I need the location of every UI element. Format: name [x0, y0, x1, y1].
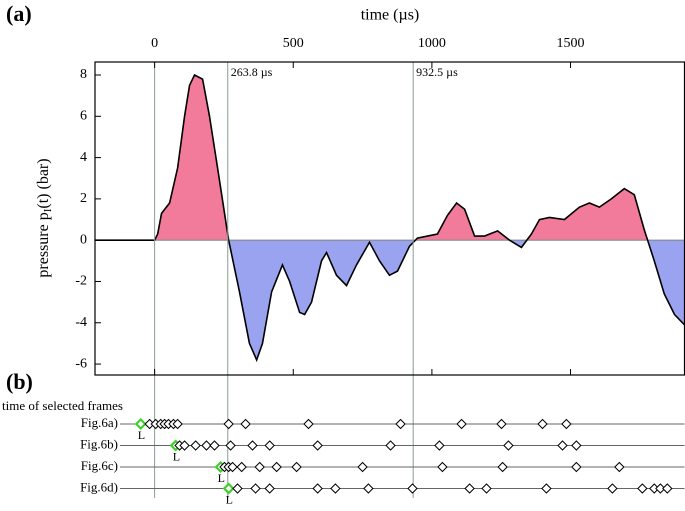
- y-tick-label: -2: [75, 274, 87, 289]
- frame-marker: [385, 440, 396, 451]
- frame-marker: [571, 461, 582, 473]
- frame-marker: [232, 483, 243, 494]
- first-frame-label: L: [218, 471, 225, 485]
- x-tick-label: 0: [151, 36, 158, 51]
- frame-marker: [225, 440, 236, 451]
- frame-marker: [434, 440, 445, 451]
- frame-marker: [223, 418, 234, 430]
- marker-label: 932.5 µs: [416, 65, 458, 79]
- y-label-part: (t) (bar): [35, 158, 52, 208]
- frame-marker: [464, 483, 475, 494]
- frame-marker: [456, 418, 467, 430]
- y-label-part: pressure p: [35, 212, 52, 277]
- frame-marker: [264, 483, 275, 494]
- frame-marker: [561, 418, 572, 430]
- pressure-line: [95, 73, 685, 363]
- frame-marker: [637, 483, 648, 494]
- marker-label: 263.8 µs: [231, 65, 273, 79]
- frame-marker: [172, 418, 183, 430]
- frames-title: time of selected frames: [2, 398, 123, 413]
- y-tick-label: -4: [75, 315, 87, 330]
- y-axis-label: pressure pI(t) (bar): [35, 158, 54, 277]
- x-tick-label: 500: [283, 36, 304, 51]
- frame-marker: [614, 461, 625, 473]
- frame-marker: [209, 440, 220, 451]
- y-tick-label: 2: [80, 191, 87, 206]
- frame-marker: [312, 483, 323, 494]
- x-axis-label: time (µs): [361, 7, 420, 24]
- frame-marker: [179, 440, 190, 451]
- frame-marker: [395, 418, 406, 430]
- frame-marker: [407, 483, 418, 494]
- positive-area: [154, 75, 648, 241]
- row-label: Fig.6d): [80, 479, 118, 494]
- y-tick-label: 6: [80, 109, 87, 124]
- frame-marker: [496, 418, 507, 430]
- first-frame-label: L: [226, 492, 233, 506]
- frame-marker: [662, 483, 673, 494]
- y-tick-label: 0: [80, 232, 87, 247]
- frame-marker: [291, 461, 302, 473]
- frame-marker: [330, 483, 341, 494]
- y-tick-label: 8: [80, 67, 87, 82]
- frame-marker: [236, 461, 247, 473]
- first-frame-label: L: [138, 428, 145, 442]
- frame-marker: [503, 440, 514, 451]
- frame-marker: [271, 461, 282, 473]
- frame-marker: [264, 440, 275, 451]
- frame-marker: [303, 418, 314, 430]
- y-tick-label: -6: [75, 356, 87, 371]
- row-label: Fig.6a): [81, 415, 118, 430]
- frame-marker: [363, 483, 374, 494]
- y-label-sub: I: [42, 208, 54, 212]
- frame-marker: [240, 418, 251, 430]
- frame-marker: [254, 461, 265, 473]
- panel-label: (b): [6, 369, 33, 394]
- frame-marker: [571, 440, 582, 451]
- frame-marker: [537, 418, 548, 430]
- frame-marker: [481, 483, 492, 494]
- first-frame-label: L: [173, 449, 180, 463]
- row-label: Fig.6b): [80, 436, 118, 451]
- row-label: Fig.6c): [81, 458, 118, 473]
- panel-label: (a): [6, 1, 32, 26]
- y-tick-label: 4: [80, 150, 87, 165]
- negative-area: [95, 240, 685, 360]
- frame-marker: [557, 440, 568, 451]
- frame-marker: [437, 461, 448, 473]
- frame-marker: [497, 461, 508, 473]
- frame-marker: [250, 483, 261, 494]
- frame-marker: [541, 483, 552, 494]
- frame-marker: [312, 440, 323, 451]
- frame-marker: [190, 440, 201, 451]
- frame-marker: [357, 461, 368, 473]
- frame-marker: [247, 440, 258, 451]
- x-tick-label: 1000: [418, 36, 446, 51]
- x-tick-label: 1500: [557, 36, 585, 51]
- frame-marker: [607, 483, 618, 494]
